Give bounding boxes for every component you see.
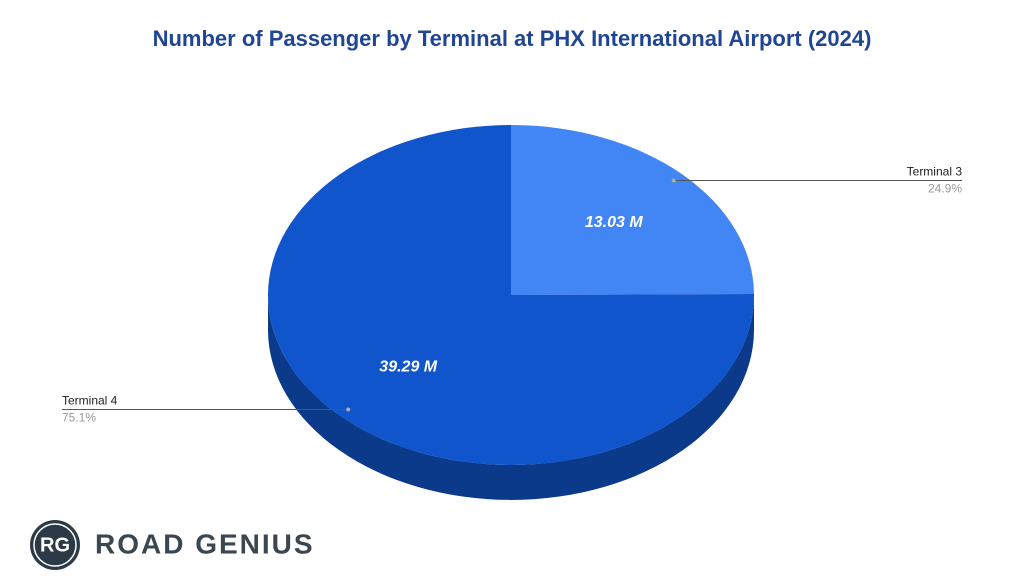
category-label: Terminal 3	[907, 165, 963, 179]
percent-label: 24.9%	[928, 182, 962, 196]
logo-badge-text: RG	[40, 534, 70, 556]
logo-ring	[33, 523, 77, 567]
slice-side	[268, 295, 754, 500]
percent-label: 75.1%	[62, 411, 96, 425]
value-label: 13.03 M	[585, 214, 643, 231]
logo: RG ROAD GENIUS	[30, 520, 315, 570]
value-label: 39.29 M	[379, 359, 437, 376]
logo-text: ROAD GENIUS	[95, 528, 315, 559]
chart-title: Number of Passenger by Terminal at PHX I…	[153, 26, 872, 51]
slice	[511, 125, 754, 295]
category-label: Terminal 4	[62, 394, 118, 408]
leader-dot	[346, 407, 351, 412]
slice	[267, 125, 754, 465]
logo-badge	[30, 520, 80, 570]
leader-dot	[671, 178, 676, 183]
